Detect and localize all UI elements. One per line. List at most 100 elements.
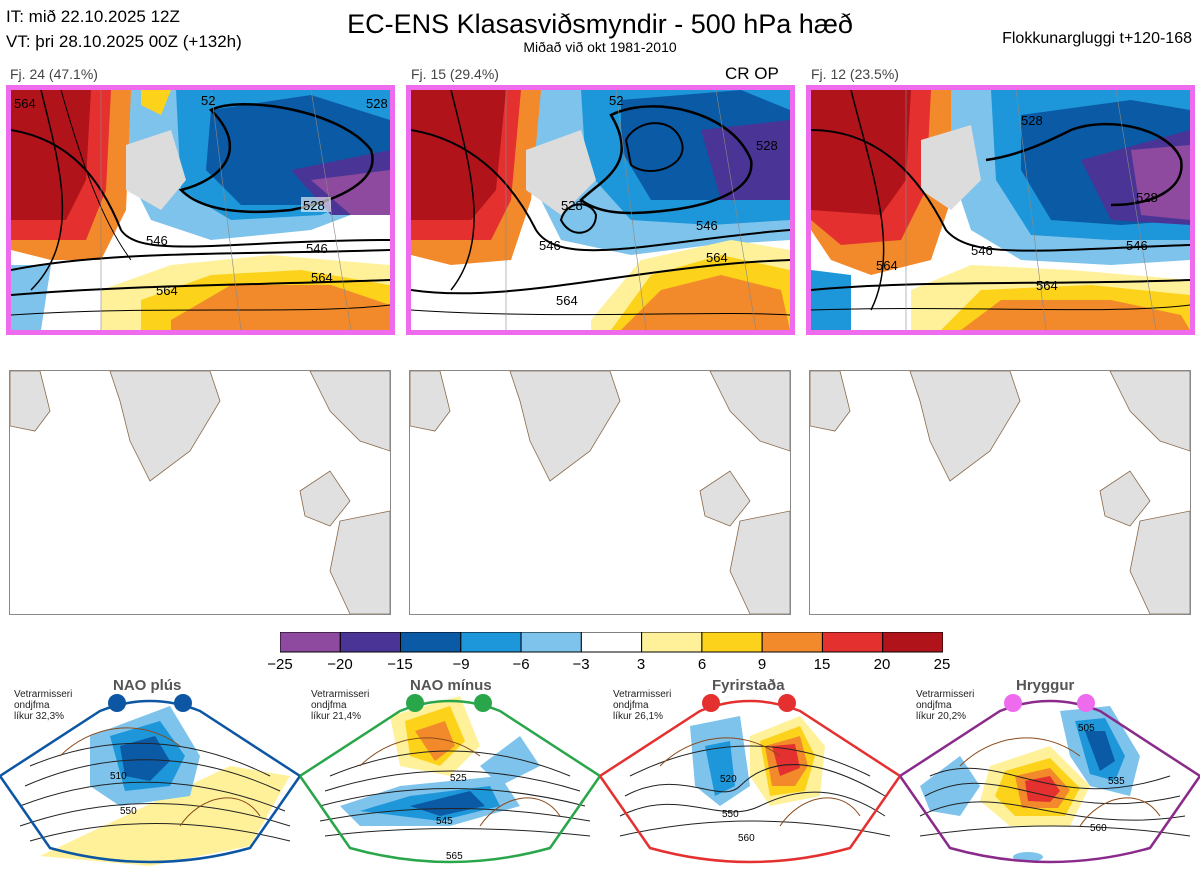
regime-contour: 520 xyxy=(720,774,737,785)
cluster-1-label: Fj. 24 (47.1%) xyxy=(10,66,98,82)
regime-dot xyxy=(406,694,424,712)
base-map-2-graphic xyxy=(410,371,790,614)
cluster-2-contour: 564 xyxy=(706,250,728,265)
cluster-2-contour: 528 xyxy=(756,138,778,153)
regime-dot xyxy=(1077,694,1095,712)
base-map-3-graphic xyxy=(810,371,1190,614)
regime-title: NAO plús xyxy=(113,677,182,694)
cluster-map-2-graphic: 528 546 564 564 546 528 52 xyxy=(411,90,790,330)
colorbar-tick: −25 xyxy=(267,656,293,673)
cluster-2-label: Fj. 15 (29.4%) xyxy=(411,66,499,82)
colorbar xyxy=(280,632,943,653)
regime-contour: 510 xyxy=(110,771,127,782)
colorbar-tick: 25 xyxy=(933,656,951,673)
regime-contour: 535 xyxy=(1108,776,1125,787)
colorbar-swatch xyxy=(580,632,643,653)
regime-title: Hryggur xyxy=(1016,677,1075,694)
cluster-1-contour: 564 xyxy=(14,96,36,111)
cluster-3-label: Fj. 12 (23.5%) xyxy=(811,66,899,82)
cluster-3-contour: 546 xyxy=(1126,238,1148,253)
regime-contour: 565 xyxy=(446,851,463,862)
regime-dot xyxy=(174,694,192,712)
cluster-map-3-graphic: 528 546 564 564 528 546 xyxy=(811,90,1190,330)
cluster-1-contour: 546 xyxy=(306,241,328,256)
regime-nao-minus[interactable]: NAO mínus Vetrarmisseri ondjfma líkur 21… xyxy=(300,676,600,871)
colorbar-tick: −9 xyxy=(452,656,470,673)
colorbar-swatch xyxy=(339,632,402,653)
initial-time: IT: mið 22.10.2025 12Z xyxy=(6,7,180,26)
cluster-map-1-graphic: 528 546 564 564 546 52 528 564 xyxy=(11,90,390,330)
cluster-map-1[interactable]: 528 546 564 564 546 52 528 564 xyxy=(6,85,395,335)
cluster-3-contour: 564 xyxy=(1036,278,1058,293)
regime-blocking-map: 520 550 560 xyxy=(600,694,900,864)
page-title: EC-ENS Klasasviðsmyndir - 500 hPa hæð xyxy=(347,9,853,39)
classification-window: Flokkunargluggi t+120-168 xyxy=(1002,30,1192,47)
cluster-1-contour: 528 xyxy=(303,198,325,213)
colorbar-tick: −20 xyxy=(327,656,353,673)
cluster-1-contour: 546 xyxy=(146,233,168,248)
cluster-3-contour: 546 xyxy=(971,243,993,258)
regime-nao-plus-map: 510 550 xyxy=(0,694,300,866)
regime-note: Vetrarmisseri ondjfma líkur 32,3% xyxy=(14,689,73,722)
regime-contour: 560 xyxy=(738,833,755,844)
cluster-2-tag: CR OP xyxy=(725,64,779,83)
cluster-3-contour: 528 xyxy=(1021,113,1043,128)
regime-contour: 545 xyxy=(436,816,453,827)
colorbar-swatch xyxy=(821,632,884,653)
cluster-3-contour: 528 xyxy=(1136,190,1158,205)
colorbar-swatch xyxy=(280,632,341,653)
base-map-3[interactable] xyxy=(809,370,1191,615)
colorbar-swatch xyxy=(520,632,582,653)
regime-contour: 550 xyxy=(722,809,739,820)
cluster-1-contour: 52 xyxy=(201,93,215,108)
cluster-map-2[interactable]: 528 546 564 564 546 528 52 xyxy=(406,85,795,335)
regime-title: Fyrirstaða xyxy=(712,677,785,694)
regime-dot xyxy=(474,694,492,712)
regime-note: Vetrarmisseri ondjfma líkur 21,4% xyxy=(311,689,370,722)
regime-contour: 525 xyxy=(450,773,467,784)
colorbar-swatch xyxy=(701,632,763,653)
regime-ridge[interactable]: Hryggur Vetrarmisseri ondjfma líkur 20,2… xyxy=(900,676,1200,871)
colorbar-swatch xyxy=(761,632,823,653)
regime-nao-plus[interactable]: NAO plús Vetrarmisseri ondjfma líkur 32,… xyxy=(0,676,300,871)
colorbar-tick: 3 xyxy=(636,656,646,673)
colorbar-tick: 15 xyxy=(813,656,831,673)
cluster-2-contour: 546 xyxy=(539,238,561,253)
cluster-1-contour: 564 xyxy=(156,283,178,298)
cluster-3-contour: 564 xyxy=(876,258,898,273)
colorbar-swatch xyxy=(882,632,943,653)
colorbar-tick: 20 xyxy=(873,656,891,673)
cluster-2-contour: 528 xyxy=(561,198,583,213)
colorbar-tick: −6 xyxy=(512,656,530,673)
base-map-1[interactable] xyxy=(9,370,391,615)
cluster-1-contour: 528 xyxy=(366,96,388,111)
regime-dot xyxy=(702,694,720,712)
cluster-2-contour: 52 xyxy=(609,93,623,108)
cluster-2-contour: 546 xyxy=(696,218,718,233)
colorbar-tick: 6 xyxy=(697,656,707,673)
colorbar-swatch xyxy=(400,632,462,653)
base-map-1-graphic xyxy=(10,371,390,614)
colorbar-swatch xyxy=(641,632,703,653)
regime-dot xyxy=(778,694,796,712)
base-map-2[interactable] xyxy=(409,370,791,615)
colorbar-tick: 9 xyxy=(757,656,767,673)
page-subtitle: Miðað við okt 1981-2010 xyxy=(523,39,677,55)
cluster-map-3[interactable]: 528 546 564 564 528 546 xyxy=(806,85,1195,335)
regime-note: Vetrarmisseri ondjfma líkur 20,2% xyxy=(916,689,975,722)
valid-time: VT: þri 28.10.2025 00Z (+132h) xyxy=(6,32,242,51)
regime-note: Vetrarmisseri ondjfma líkur 26,1% xyxy=(613,689,672,722)
regime-title: NAO mínus xyxy=(410,677,492,694)
colorbar-tick: −3 xyxy=(572,656,590,673)
colorbar-swatch xyxy=(460,632,522,653)
regime-blocking[interactable]: Fyrirstaða Vetrarmisseri ondjfma líkur 2… xyxy=(600,676,900,871)
regime-contour: 560 xyxy=(1090,823,1107,834)
colorbar-tick: −15 xyxy=(387,656,413,673)
regime-ridge-map: 505 535 560 xyxy=(900,694,1200,864)
regime-dot xyxy=(1004,694,1022,712)
regime-nao-minus-map: 525 545 565 xyxy=(300,694,600,864)
cluster-2-contour: 564 xyxy=(556,293,578,308)
cluster-1-contour: 564 xyxy=(311,270,333,285)
header-info: IT: mið 22.10.2025 12Z VT: þri 28.10.202… xyxy=(6,4,242,54)
regime-dot xyxy=(108,694,126,712)
